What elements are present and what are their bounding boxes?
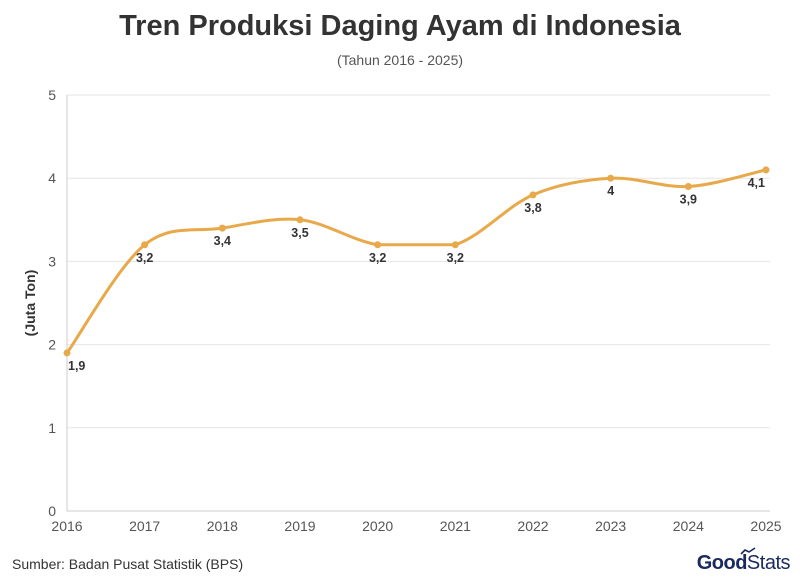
x-tick-label: 2019 bbox=[284, 518, 315, 534]
data-point bbox=[218, 224, 226, 232]
brand-logo-good: Good bbox=[696, 552, 748, 574]
data-point bbox=[529, 191, 537, 199]
source-note: Sumber: Badan Pusat Statistik (BPS) bbox=[12, 556, 244, 572]
data-label: 1,9 bbox=[68, 359, 85, 373]
y-axis-label: (Juta Ton) bbox=[22, 270, 38, 337]
data-label: 3,9 bbox=[680, 193, 697, 207]
data-point bbox=[684, 183, 692, 191]
x-tick-label: 2024 bbox=[673, 518, 704, 534]
y-tick-label: 5 bbox=[48, 87, 56, 103]
data-point bbox=[762, 166, 770, 174]
y-tick-label: 1 bbox=[48, 420, 56, 436]
data-point bbox=[374, 241, 382, 249]
x-tick-label: 2023 bbox=[595, 518, 626, 534]
series-line bbox=[65, 168, 768, 355]
brand-logo: GoodStats bbox=[696, 552, 791, 575]
data-point bbox=[296, 216, 304, 224]
data-point bbox=[451, 241, 459, 249]
data-label: 3,2 bbox=[447, 251, 464, 265]
data-label: 3,5 bbox=[291, 226, 308, 240]
data-point bbox=[607, 174, 615, 182]
data-label: 3,4 bbox=[214, 234, 231, 248]
brand-logo-stats: Stats bbox=[746, 552, 791, 574]
x-tick-label: 2022 bbox=[517, 518, 548, 534]
data-label: 3,8 bbox=[524, 201, 541, 215]
x-tick-label: 2018 bbox=[207, 518, 238, 534]
chart-title: Tren Produksi Daging Ayam di Indonesia bbox=[119, 10, 681, 42]
data-point bbox=[63, 349, 71, 357]
x-tick-label: 2025 bbox=[750, 518, 781, 534]
data-label: 4,1 bbox=[748, 176, 765, 190]
x-tick-label: 2020 bbox=[362, 518, 393, 534]
data-label: 3,2 bbox=[369, 251, 386, 265]
data-label: 4 bbox=[607, 184, 614, 198]
x-tick-label: 2017 bbox=[129, 518, 160, 534]
x-tick-label: 2021 bbox=[440, 518, 471, 534]
y-tick-label: 2 bbox=[48, 337, 56, 353]
x-tick-label: 2016 bbox=[51, 518, 82, 534]
data-label: 3,2 bbox=[136, 251, 153, 265]
y-tick-label: 0 bbox=[48, 503, 56, 519]
chart-subtitle: (Tahun 2016 - 2025) bbox=[336, 52, 464, 68]
data-point bbox=[141, 241, 149, 249]
brand-chart-icon bbox=[740, 547, 756, 555]
y-tick-label: 4 bbox=[48, 170, 56, 186]
y-tick-label: 3 bbox=[48, 253, 56, 269]
